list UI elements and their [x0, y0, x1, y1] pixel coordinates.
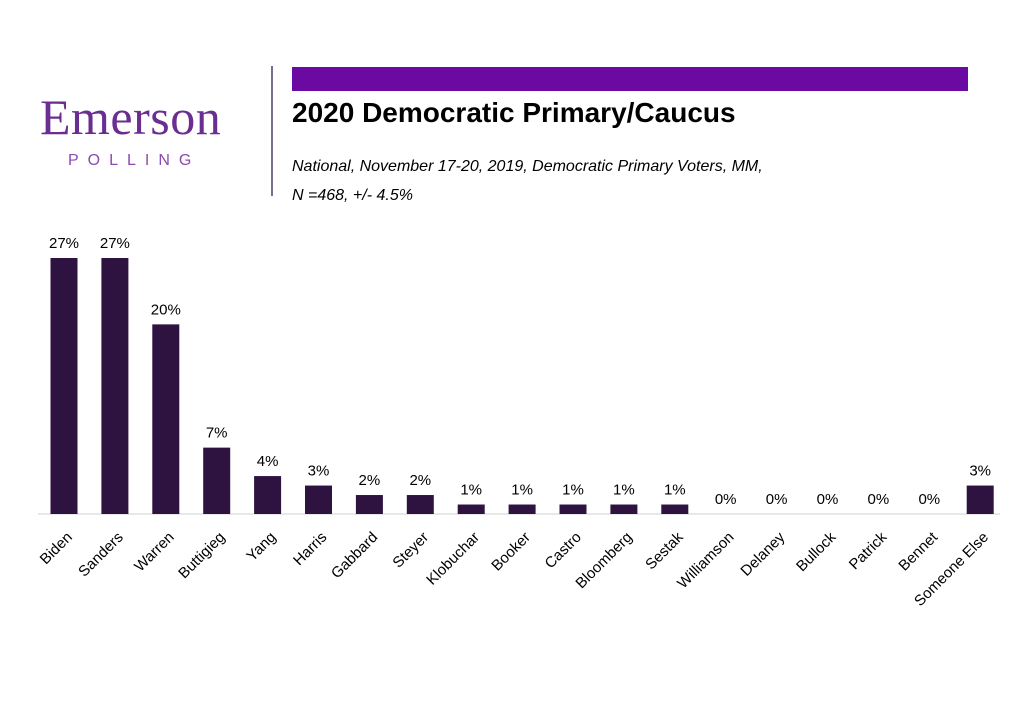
x-tick-label: Harris [290, 529, 330, 569]
data-label: 0% [868, 491, 890, 508]
x-tick-label: Biden [37, 529, 76, 568]
x-tick-label: Booker [488, 529, 534, 575]
bar-klobuchar [457, 504, 485, 514]
bar-harris [305, 485, 332, 514]
data-label: 1% [511, 482, 533, 499]
data-label: 3% [308, 463, 330, 480]
x-tick-label: Sestak [642, 528, 687, 573]
data-label: 20% [151, 301, 181, 318]
x-tick-label: Sanders [75, 529, 127, 581]
bar-bloomberg [610, 504, 638, 514]
bar-someone-else [966, 485, 994, 514]
x-tick-label: Bennet [895, 528, 941, 574]
data-label: 0% [766, 491, 788, 508]
emerson-logo: Emerson [40, 89, 222, 145]
bar-booker [508, 504, 536, 514]
title-accent-bar [292, 67, 968, 91]
data-label: 4% [257, 453, 279, 470]
bar-warren [152, 324, 180, 514]
bar-sestak [661, 504, 689, 514]
data-label: 2% [409, 472, 431, 489]
header-divider [271, 66, 273, 196]
data-label: 0% [715, 491, 737, 508]
data-label: 1% [664, 482, 686, 499]
polling-logo-tagline: POLLING [68, 152, 201, 169]
bar-biden [50, 258, 78, 514]
data-label: 27% [49, 235, 79, 252]
data-label: 1% [562, 482, 584, 499]
x-tick-label: Warren [131, 529, 177, 575]
bar-sanders [101, 258, 129, 514]
bar-castro [559, 504, 587, 514]
x-tick-label: Yang [243, 529, 279, 565]
bar-steyer [406, 495, 434, 514]
bar-buttigieg [203, 447, 231, 514]
x-tick-label: Gabbard [328, 529, 381, 582]
x-tick-label: Steyer [389, 529, 432, 572]
x-tick-label: Bullock [793, 528, 840, 575]
x-tick-label: Delaney [737, 528, 788, 579]
data-label: 0% [918, 491, 940, 508]
x-tick-label: Klobuchar [423, 529, 483, 589]
bar-yang [254, 476, 282, 514]
data-label: 3% [969, 463, 991, 480]
x-tick-label: Castro [542, 529, 585, 572]
subtitle-line-1: National, November 17-20, 2019, Democrat… [292, 158, 763, 175]
data-label: 2% [359, 472, 381, 489]
chart-subtitle: National, November 17-20, 2019, Democrat… [292, 152, 932, 210]
x-tick-label: Patrick [846, 528, 891, 573]
bar-gabbard [355, 495, 383, 514]
chart-title: 2020 Democratic Primary/Caucus [292, 97, 736, 128]
data-label: 1% [613, 482, 635, 499]
data-label: 0% [817, 491, 839, 508]
subtitle-line-2: N =468, +/- 4.5% [292, 187, 413, 204]
data-label: 27% [100, 235, 130, 252]
data-label: 1% [460, 482, 482, 499]
data-label: 7% [206, 425, 228, 442]
x-tick-label: Buttigieg [175, 529, 228, 582]
